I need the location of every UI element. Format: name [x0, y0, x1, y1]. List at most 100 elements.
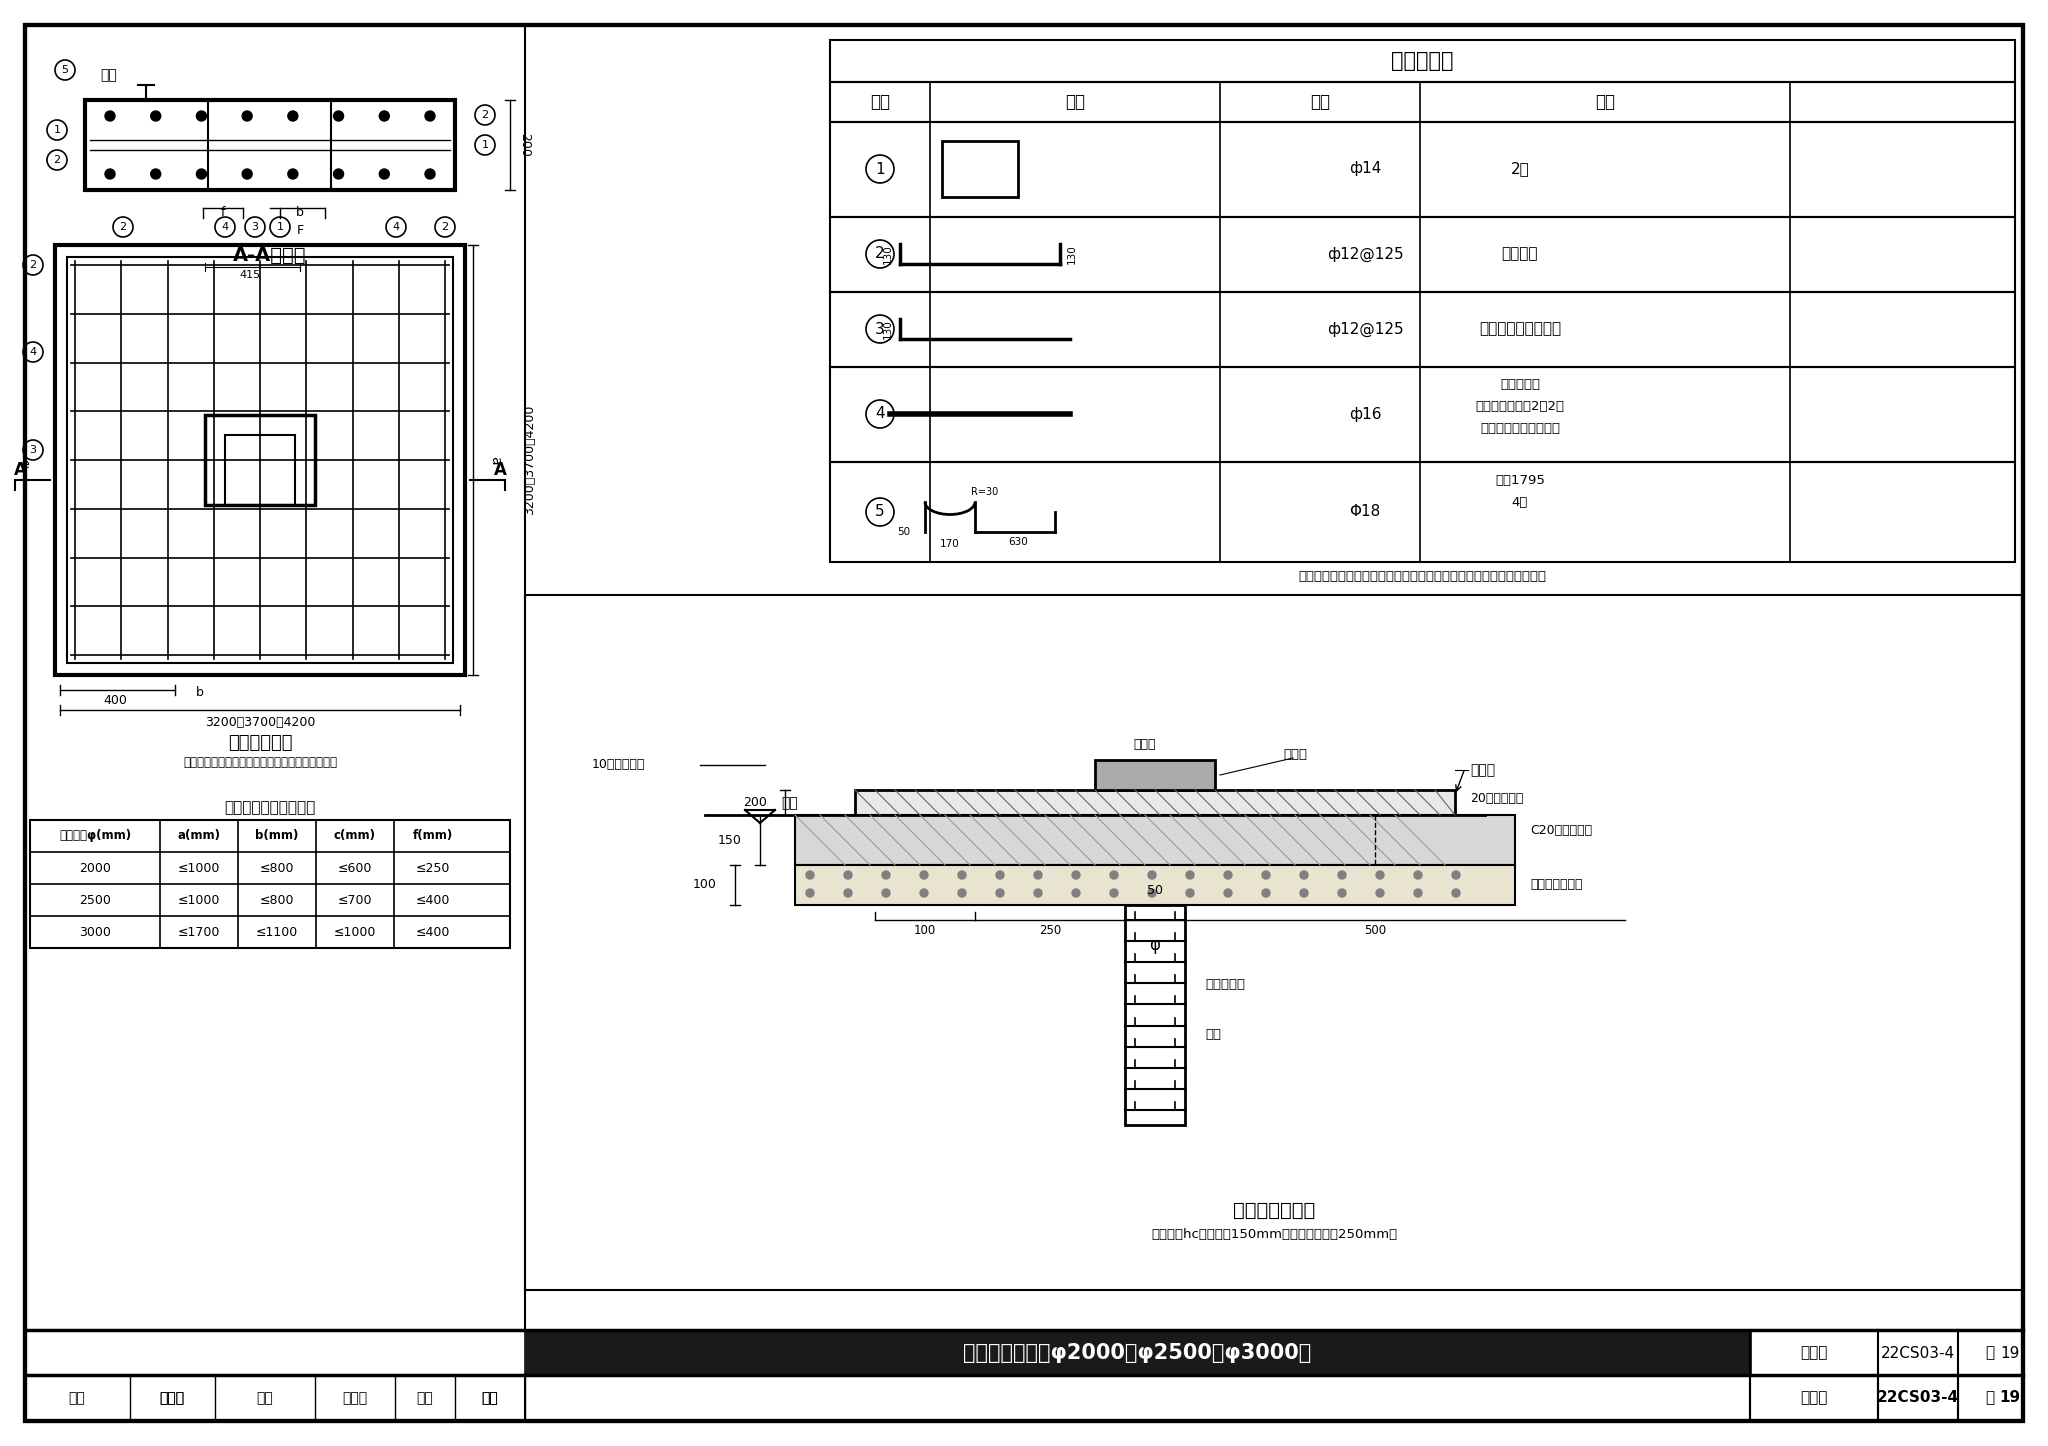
Circle shape	[1149, 889, 1155, 897]
Circle shape	[958, 889, 967, 897]
Text: 承压板配筋图: 承压板配筋图	[227, 735, 293, 752]
Text: （钢筋遇洞口截断，洞口加强筋应满足锚固要求）: （钢筋遇洞口截断，洞口加强筋应满足锚固要求）	[182, 755, 338, 768]
Bar	[795, 865, 1516, 905]
Text: A: A	[14, 461, 27, 479]
Circle shape	[1337, 870, 1346, 879]
Circle shape	[334, 169, 344, 179]
Text: 人孔盖: 人孔盖	[1282, 749, 1307, 762]
Text: 简图: 简图	[1065, 93, 1085, 111]
Text: 130: 130	[883, 244, 893, 263]
Circle shape	[1300, 889, 1309, 897]
Text: 承压板结构图（φ2000、φ2500、φ3000）: 承压板结构图（φ2000、φ2500、φ3000）	[963, 1343, 1311, 1364]
Text: 筒体直径φ(mm): 筒体直径φ(mm)	[59, 830, 131, 843]
Circle shape	[197, 169, 207, 179]
Text: 杜富强: 杜富强	[160, 1391, 184, 1406]
Circle shape	[807, 870, 813, 879]
Text: 2000: 2000	[80, 862, 111, 875]
Text: b: b	[197, 687, 205, 700]
Text: 李健明: 李健明	[342, 1391, 367, 1406]
Text: 吊钩: 吊钩	[100, 68, 117, 82]
Text: 3: 3	[874, 321, 885, 337]
Bar	[829, 40, 2015, 82]
Text: 150: 150	[719, 833, 741, 846]
Text: ф12@125: ф12@125	[1327, 321, 1403, 337]
Text: 22CS03-4: 22CS03-4	[1880, 1345, 1956, 1361]
Bar	[31, 820, 510, 949]
Circle shape	[883, 870, 891, 879]
Text: 4: 4	[221, 223, 229, 231]
Text: 250: 250	[1038, 924, 1061, 937]
Text: f(mm): f(mm)	[414, 830, 453, 843]
Text: 人孔盖: 人孔盖	[1135, 739, 1157, 752]
Circle shape	[289, 169, 297, 179]
Text: 长度1795: 长度1795	[1495, 473, 1544, 486]
Circle shape	[152, 169, 160, 179]
Circle shape	[1149, 870, 1155, 879]
Text: a(mm): a(mm)	[178, 830, 221, 843]
Bar	[942, 142, 1018, 197]
Bar	[829, 82, 2015, 121]
Circle shape	[104, 111, 115, 121]
Text: 地面: 地面	[782, 795, 799, 810]
Bar	[205, 415, 315, 505]
Text: 承压板安装示意: 承压板安装示意	[1233, 1200, 1315, 1219]
Text: Φ18: Φ18	[1350, 505, 1380, 519]
Text: ≤800: ≤800	[260, 894, 295, 907]
Text: 2: 2	[119, 223, 127, 231]
Circle shape	[1225, 870, 1233, 879]
Bar	[68, 257, 453, 664]
Text: 王旭: 王旭	[481, 1391, 498, 1406]
Text: 图集号: 图集号	[1800, 1391, 1827, 1406]
Bar	[829, 121, 2015, 217]
Text: 承压板开孔尺寸参考表: 承压板开孔尺寸参考表	[225, 801, 315, 816]
Bar	[524, 594, 2023, 1290]
Circle shape	[1452, 870, 1460, 879]
Text: 20厚塑料挡圈: 20厚塑料挡圈	[1470, 791, 1524, 804]
Circle shape	[1034, 870, 1042, 879]
Bar	[1124, 905, 1186, 1125]
Text: F: F	[297, 224, 303, 237]
Bar	[829, 367, 2015, 463]
Text: ф12@125: ф12@125	[1327, 246, 1403, 262]
Text: 注：图中hc不应小于150mm洞口净距不小于250mm。: 注：图中hc不应小于150mm洞口净距不小于250mm。	[1151, 1229, 1397, 1242]
Text: 筒体: 筒体	[1204, 1028, 1221, 1041]
Bar	[55, 244, 465, 675]
Text: ф16: ф16	[1350, 406, 1380, 421]
Bar	[1096, 761, 1214, 790]
Text: 130: 130	[1067, 244, 1077, 263]
Text: 19: 19	[2001, 1345, 2019, 1361]
Circle shape	[1376, 889, 1384, 897]
Text: ф14: ф14	[1350, 162, 1380, 176]
Text: 杜富强: 杜富强	[160, 1391, 184, 1406]
Text: 4: 4	[29, 347, 37, 357]
Circle shape	[1376, 870, 1384, 879]
Circle shape	[1452, 889, 1460, 897]
Text: 碎石或卵石垫层: 碎石或卵石垫层	[1530, 879, 1583, 892]
Text: ≤600: ≤600	[338, 862, 373, 875]
Circle shape	[242, 111, 252, 121]
Circle shape	[844, 870, 852, 879]
Circle shape	[379, 111, 389, 121]
Text: a: a	[487, 455, 502, 464]
Text: 19: 19	[1999, 1391, 2021, 1406]
Circle shape	[1186, 889, 1194, 897]
Circle shape	[1186, 870, 1194, 879]
Text: 4: 4	[874, 406, 885, 421]
Text: 1: 1	[874, 162, 885, 176]
Text: 170: 170	[940, 539, 961, 549]
Text: 100: 100	[692, 879, 717, 892]
Circle shape	[104, 169, 115, 179]
Circle shape	[379, 169, 389, 179]
Circle shape	[958, 870, 967, 879]
Circle shape	[1262, 870, 1270, 879]
Text: 630: 630	[1008, 536, 1028, 547]
Bar	[225, 435, 295, 505]
Circle shape	[289, 111, 297, 121]
Circle shape	[1300, 870, 1309, 879]
Text: 承压板: 承压板	[1470, 763, 1495, 777]
Circle shape	[1413, 870, 1421, 879]
Circle shape	[152, 111, 160, 121]
Text: 2: 2	[442, 223, 449, 231]
Circle shape	[1413, 889, 1421, 897]
Circle shape	[1034, 889, 1042, 897]
